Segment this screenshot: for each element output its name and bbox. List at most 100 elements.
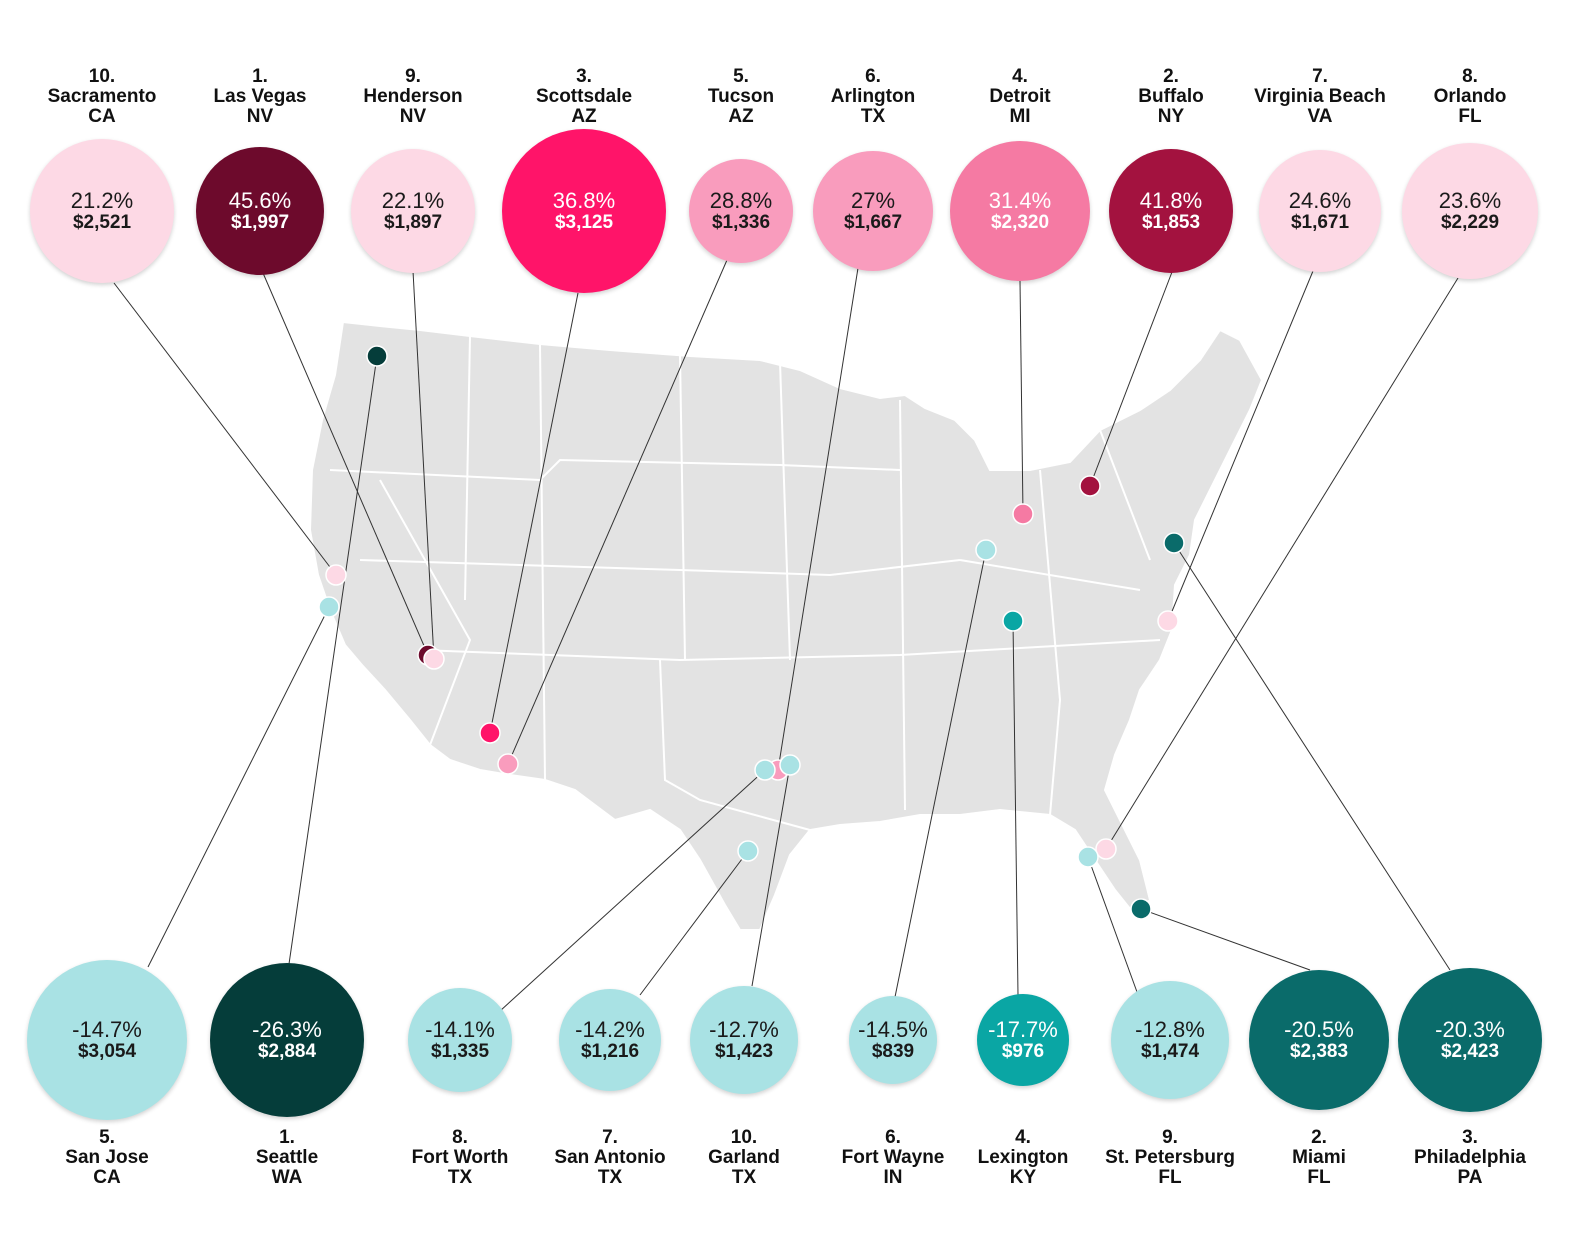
connector-line-las-vegas (262, 272, 429, 656)
city-bubble-henderson[interactable]: 22.1% $1,897 (351, 149, 475, 273)
city-state: TX (860, 106, 886, 127)
city-bubble-las-vegas[interactable]: 45.6% $1,997 (196, 147, 324, 275)
city-city: Tucson (707, 86, 775, 107)
connector-line-buffalo (1089, 271, 1173, 487)
connector-line-lexington (1012, 620, 1019, 996)
median-rent-price: $3,125 (554, 211, 614, 233)
city-rank: 8. (452, 1127, 468, 1148)
city-rank: 7. (602, 1127, 618, 1148)
us-land-shape (308, 320, 1264, 931)
connector-lines (113, 259, 1459, 1012)
city-label-garland: 10. Garland TX (659, 1128, 829, 1188)
city-marker-lexington[interactable] (1002, 610, 1024, 632)
city-marker-henderson[interactable] (423, 648, 445, 670)
city-marker-orlando[interactable] (1095, 838, 1117, 860)
rent-change-percent: -12.7% (709, 1016, 779, 1042)
city-marker-sacramento[interactable] (325, 564, 347, 586)
city-marker-fort-wayne[interactable] (975, 539, 997, 561)
rent-change-percent: -20.5% (1284, 1016, 1354, 1042)
median-rent-price: $3,054 (77, 1040, 137, 1062)
median-rent-price: $1,671 (1290, 211, 1350, 233)
city-bubble-scottsdale[interactable]: 36.8% $3,125 (502, 129, 666, 293)
city-rank: 5. (99, 1127, 115, 1148)
rent-change-percent: -12.8% (1135, 1016, 1205, 1042)
city-city: Orlando (1433, 86, 1507, 107)
city-city: Virginia Beach (1254, 86, 1386, 107)
city-bubble-fort-worth[interactable]: -14.1% $1,335 (408, 988, 512, 1092)
city-bubble-sacramento[interactable]: 21.2% $2,521 (30, 139, 174, 283)
city-rank: 3. (1462, 1127, 1478, 1148)
city-label-san-jose: 5. San Jose CA (22, 1128, 192, 1188)
median-rent-price: $1,474 (1140, 1040, 1200, 1062)
city-marker-scottsdale[interactable] (479, 722, 501, 744)
connector-line-san-antonio (639, 850, 749, 996)
city-rank: 8. (1462, 66, 1478, 87)
city-bubble-garland[interactable]: -12.7% $1,423 (690, 986, 798, 1094)
city-city: Garland (708, 1147, 780, 1168)
city-bubble-philadelphia[interactable]: -20.3% $2,423 (1398, 968, 1542, 1112)
connector-line-sacramento (113, 282, 337, 576)
city-state: CA (93, 1167, 121, 1188)
city-bubble-tucson[interactable]: 28.8% $1,336 (689, 159, 793, 263)
city-bubble-miami[interactable]: -20.5% $2,383 (1249, 970, 1389, 1110)
city-rank: 10. (730, 1127, 758, 1148)
city-city: Seattle (255, 1147, 319, 1168)
state-borders (329, 335, 1161, 831)
city-marker-fort-worth[interactable] (754, 759, 776, 781)
connector-line-philadelphia (1173, 542, 1451, 971)
city-bubble-lexington[interactable]: -17.7% $976 (977, 994, 1069, 1086)
city-marker-philadelphia[interactable] (1163, 532, 1185, 554)
city-marker-buffalo[interactable] (1079, 475, 1101, 497)
city-state: NV (399, 106, 427, 127)
city-state: FL (1458, 106, 1482, 127)
city-marker-garland[interactable] (779, 754, 801, 776)
city-marker-st-petersburg[interactable] (1077, 846, 1099, 868)
city-city: Arlington (830, 86, 916, 107)
connector-line-henderson (412, 270, 435, 660)
city-state: NY (1157, 106, 1185, 127)
city-bubble-arlington[interactable]: 27% $1,667 (813, 151, 933, 271)
city-marker-virginia-beach[interactable] (1157, 610, 1179, 632)
city-marker-miami[interactable] (1130, 898, 1152, 920)
city-state: FL (1307, 1167, 1331, 1188)
city-bubble-virginia-beach[interactable]: 24.6% $1,671 (1259, 150, 1381, 272)
city-marker-detroit[interactable] (1012, 503, 1034, 525)
city-city: Scottsdale (535, 86, 633, 107)
city-bubble-detroit[interactable]: 31.4% $2,320 (950, 141, 1090, 281)
city-state: TX (447, 1167, 473, 1188)
city-label-scottsdale: 3. Scottsdale AZ (499, 67, 669, 127)
median-rent-price: $1,336 (711, 211, 771, 233)
city-bubble-san-jose[interactable]: -14.7% $3,054 (27, 960, 187, 1120)
rent-change-percent: -14.5% (858, 1016, 928, 1042)
city-bubble-orlando[interactable]: 23.6% $2,229 (1402, 143, 1538, 279)
median-rent-price: $1,423 (714, 1040, 774, 1062)
city-city: Fort Wayne (841, 1147, 945, 1168)
city-marker-seattle[interactable] (366, 345, 388, 367)
city-bubble-fort-wayne[interactable]: -14.5% $839 (849, 996, 937, 1084)
rent-change-percent: -26.3% (252, 1016, 322, 1042)
city-state: NV (246, 106, 274, 127)
city-bubble-san-antonio[interactable]: -14.2% $1,216 (559, 989, 661, 1091)
city-bubble-buffalo[interactable]: 41.8% $1,853 (1109, 149, 1233, 273)
rent-change-percent: 24.6% (1288, 187, 1352, 213)
city-label-henderson: 9. Henderson NV (328, 67, 498, 127)
city-marker-san-jose[interactable] (318, 596, 340, 618)
city-label-arlington: 6. Arlington TX (788, 67, 958, 127)
city-marker-tucson[interactable] (497, 753, 519, 775)
rent-change-percent: 27% (850, 187, 896, 213)
rent-change-percent: 31.4% (988, 187, 1052, 213)
city-state: AZ (571, 106, 597, 127)
connector-line-scottsdale (489, 292, 579, 734)
city-city: Detroit (989, 86, 1051, 107)
rent-change-percent: 21.2% (70, 187, 134, 213)
city-bubble-st-petersburg[interactable]: -12.8% $1,474 (1111, 981, 1229, 1099)
city-city: Henderson (363, 86, 463, 107)
city-bubble-seattle[interactable]: -26.3% $2,884 (210, 963, 364, 1117)
city-label-fort-wayne: 6. Fort Wayne IN (808, 1128, 978, 1188)
connector-line-seattle (288, 355, 378, 965)
city-rank: 3. (576, 66, 592, 87)
city-marker-san-antonio[interactable] (737, 840, 759, 862)
city-label-virginia-beach: 7. Virginia Beach VA (1235, 67, 1405, 127)
